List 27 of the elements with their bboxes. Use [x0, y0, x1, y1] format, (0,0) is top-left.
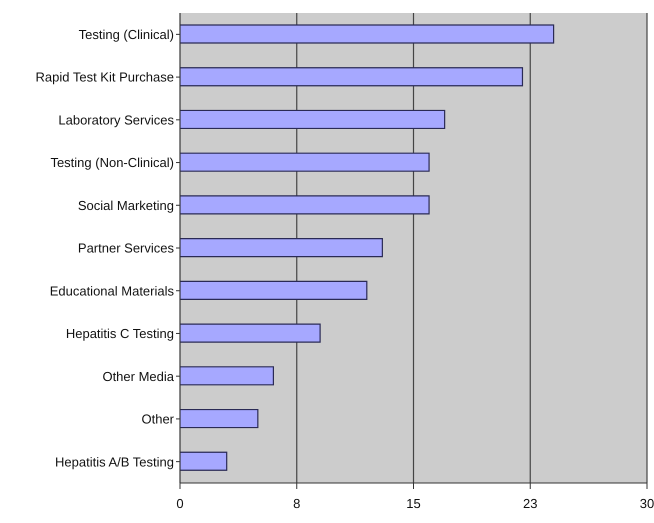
y-tick-label: Hepatitis C Testing [66, 326, 174, 342]
y-tick-label: Testing (Non-Clinical) [50, 155, 174, 170]
y-tick-label: Partner Services [78, 240, 174, 256]
y-tick-label: Laboratory Services [58, 112, 174, 128]
x-tick-label: 30 [640, 496, 654, 512]
bar [180, 238, 383, 258]
x-tick-label: 15 [406, 496, 421, 512]
bar [180, 280, 368, 300]
y-tick-label: Testing (Clinical) [78, 26, 174, 42]
y-tick-label: Other [141, 412, 175, 427]
y-tick-label: Hepatitis A/B Testing [55, 454, 174, 470]
bar [180, 24, 554, 44]
bar [180, 152, 430, 172]
bar [180, 366, 274, 386]
y-tick-label: Other Media [102, 368, 175, 384]
y-tick-label: Social Marketing [78, 198, 174, 213]
x-tick-label: 0 [176, 496, 184, 512]
bar [180, 408, 258, 428]
bar [180, 452, 228, 471]
x-tick-label: 8 [293, 496, 300, 512]
bar [180, 110, 446, 130]
bar [180, 323, 321, 343]
y-tick-label: Rapid Test Kit Purchase [36, 70, 174, 85]
bar [180, 67, 524, 86]
bar [180, 195, 430, 215]
y-tick-label: Educational Materials [50, 283, 174, 298]
x-tick-label: 23 [523, 496, 538, 512]
